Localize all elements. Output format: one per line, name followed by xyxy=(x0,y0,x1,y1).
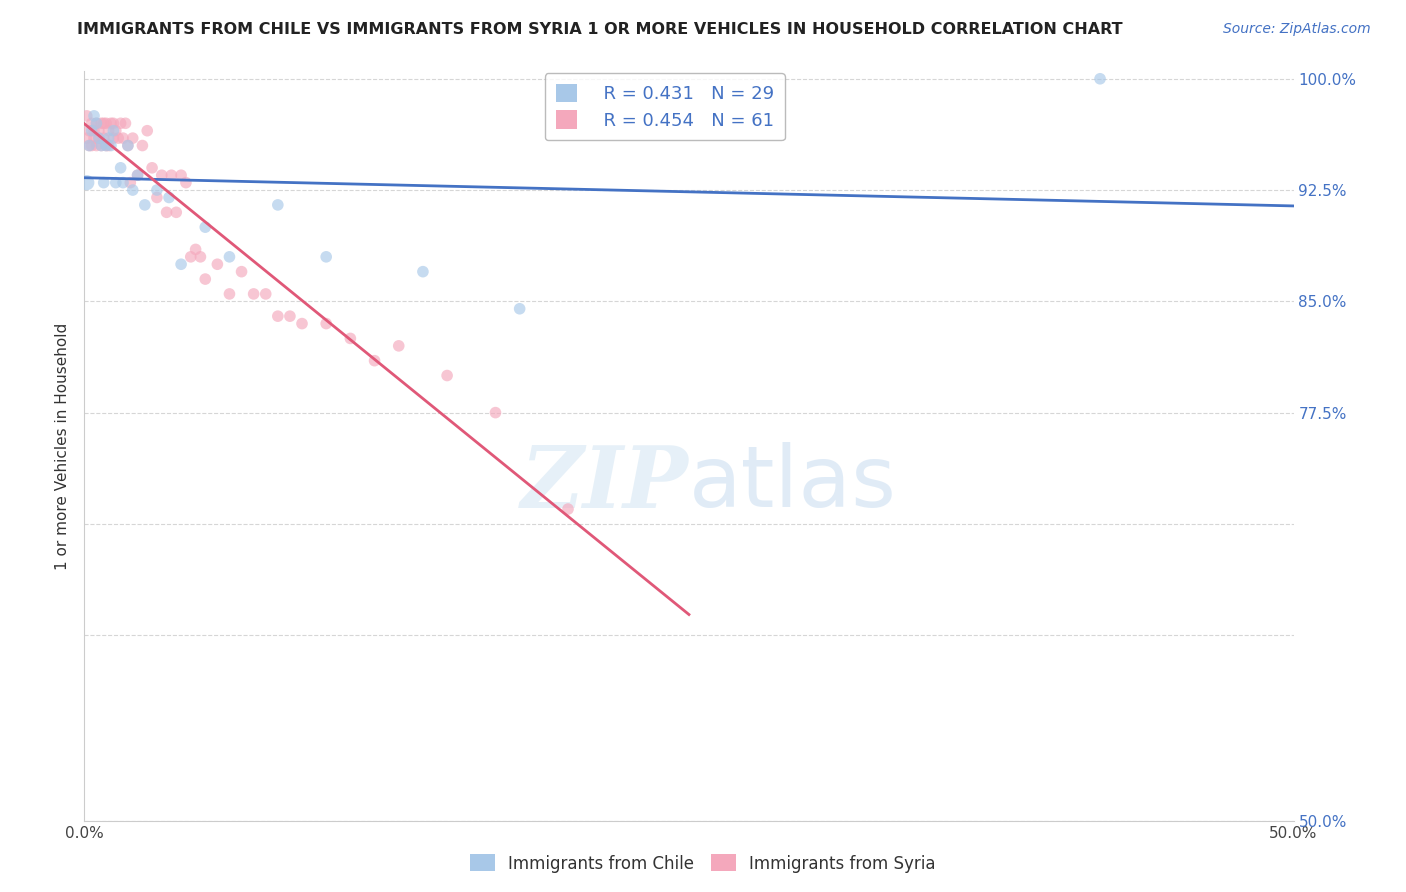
Point xyxy=(100,138,122,153)
Point xyxy=(339,331,361,345)
Point xyxy=(121,183,143,197)
Point xyxy=(146,190,169,204)
Point xyxy=(77,138,100,153)
Point xyxy=(150,168,173,182)
Point xyxy=(104,124,127,138)
Point xyxy=(194,272,217,286)
Point xyxy=(80,124,103,138)
Point xyxy=(112,176,135,190)
Point xyxy=(76,109,98,123)
Point xyxy=(80,116,103,130)
Point xyxy=(127,168,149,182)
Point xyxy=(194,220,217,235)
Point xyxy=(141,161,163,175)
Point xyxy=(218,287,240,301)
Point xyxy=(83,124,105,138)
Point xyxy=(231,265,253,279)
Point xyxy=(112,131,135,145)
Point xyxy=(136,124,159,138)
Point xyxy=(83,109,105,123)
Point xyxy=(509,301,531,316)
Point xyxy=(87,131,110,145)
Point xyxy=(315,317,337,331)
Point xyxy=(436,368,458,383)
Point xyxy=(87,131,110,145)
Point xyxy=(291,317,314,331)
Legend:   R = 0.431   N = 29,   R = 0.454   N = 61: R = 0.431 N = 29, R = 0.454 N = 61 xyxy=(544,73,785,140)
Point xyxy=(267,309,290,323)
Point xyxy=(87,124,110,138)
Point xyxy=(97,131,120,145)
Point xyxy=(114,116,136,130)
Point xyxy=(218,250,240,264)
Point xyxy=(242,287,264,301)
Point xyxy=(80,138,103,153)
Point xyxy=(93,116,115,130)
Point xyxy=(100,116,122,130)
Point xyxy=(388,339,411,353)
Point xyxy=(165,205,187,219)
Point xyxy=(170,168,193,182)
Point xyxy=(1088,71,1111,86)
Point xyxy=(93,131,115,145)
Point xyxy=(94,116,117,130)
Point xyxy=(103,124,125,138)
Point xyxy=(180,250,202,264)
Point xyxy=(117,138,139,153)
Point xyxy=(110,116,132,130)
Point xyxy=(134,198,156,212)
Y-axis label: 1 or more Vehicles in Household: 1 or more Vehicles in Household xyxy=(55,322,70,570)
Point xyxy=(83,131,105,145)
Point xyxy=(90,138,112,153)
Point xyxy=(146,183,169,197)
Point xyxy=(93,176,115,190)
Point xyxy=(86,138,108,153)
Point xyxy=(412,265,434,279)
Point xyxy=(77,124,100,138)
Text: IMMIGRANTS FROM CHILE VS IMMIGRANTS FROM SYRIA 1 OR MORE VEHICLES IN HOUSEHOLD C: IMMIGRANTS FROM CHILE VS IMMIGRANTS FROM… xyxy=(77,22,1123,37)
Point xyxy=(86,116,108,130)
Point xyxy=(110,161,132,175)
Point xyxy=(174,176,197,190)
Point xyxy=(104,176,127,190)
Point xyxy=(77,138,100,153)
Point xyxy=(207,257,229,271)
Point xyxy=(97,138,120,153)
Point xyxy=(97,124,120,138)
Point xyxy=(86,116,108,130)
Point xyxy=(131,138,153,153)
Point xyxy=(157,190,180,204)
Point xyxy=(557,502,579,516)
Point xyxy=(103,131,125,145)
Point xyxy=(94,138,117,153)
Point xyxy=(90,116,112,130)
Point xyxy=(76,131,98,145)
Point xyxy=(484,406,506,420)
Point xyxy=(117,138,139,153)
Point xyxy=(190,250,212,264)
Point xyxy=(127,168,149,182)
Legend: Immigrants from Chile, Immigrants from Syria: Immigrants from Chile, Immigrants from S… xyxy=(464,847,942,880)
Point xyxy=(363,353,385,368)
Point xyxy=(155,205,177,219)
Point xyxy=(170,257,193,271)
Point xyxy=(121,131,143,145)
Point xyxy=(315,250,337,264)
Point xyxy=(76,176,98,190)
Text: Source: ZipAtlas.com: Source: ZipAtlas.com xyxy=(1223,22,1371,37)
Point xyxy=(278,309,301,323)
Point xyxy=(160,168,183,182)
Point xyxy=(267,198,290,212)
Point xyxy=(90,138,112,153)
Point xyxy=(120,176,142,190)
Point xyxy=(103,116,125,130)
Text: atlas: atlas xyxy=(689,442,897,525)
Point xyxy=(254,287,277,301)
Point xyxy=(94,138,117,153)
Point xyxy=(107,131,129,145)
Text: ZIP: ZIP xyxy=(522,442,689,525)
Point xyxy=(184,243,207,257)
